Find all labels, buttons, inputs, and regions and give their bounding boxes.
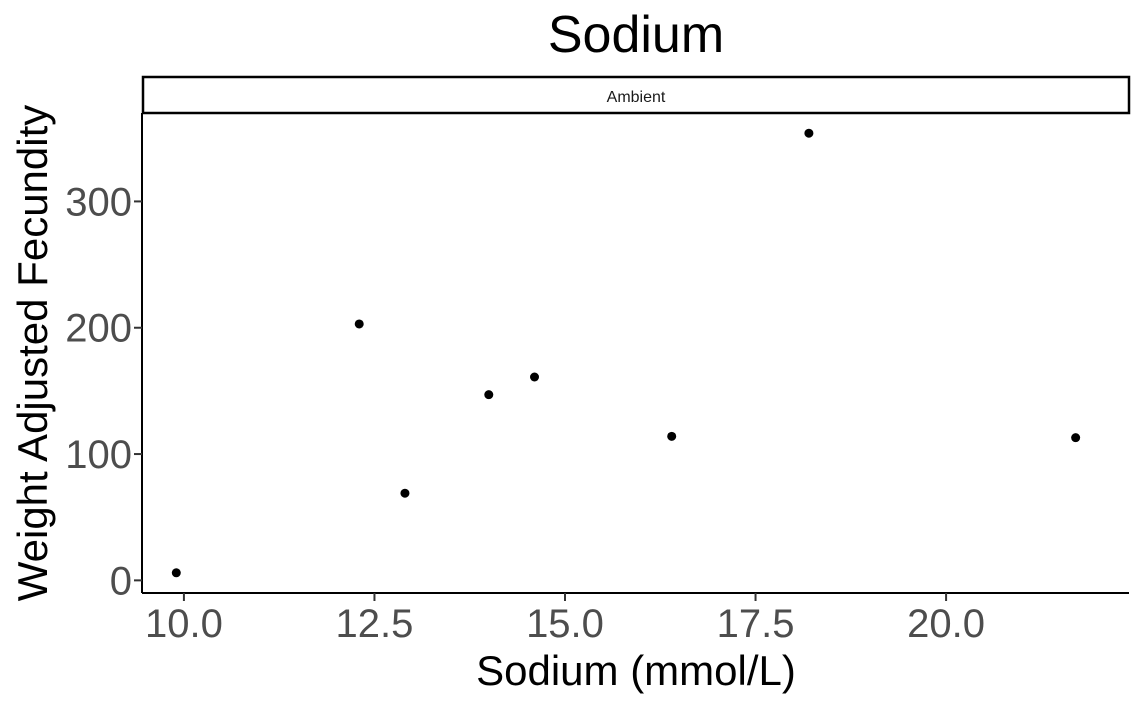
- data-point: [400, 488, 410, 498]
- x-tick-label: 17.5: [717, 602, 795, 646]
- x-axis-title: Sodium (mmol/L): [476, 647, 796, 694]
- data-point: [667, 431, 677, 441]
- data-point: [530, 372, 540, 382]
- y-axis-ticks: 0 100 200 300: [65, 180, 142, 603]
- x-tick-label: 20.0: [907, 602, 985, 646]
- y-tick-label: 0: [110, 559, 132, 603]
- y-axis-title: Weight Adjusted Fecundity: [9, 105, 56, 602]
- data-point: [1071, 433, 1081, 443]
- data-points: [171, 128, 1081, 578]
- y-tick-label: 200: [65, 307, 132, 351]
- y-tick-label: 100: [65, 433, 132, 477]
- x-tick-label: 15.0: [526, 602, 604, 646]
- facet-strip-label: Ambient: [607, 89, 666, 106]
- x-tick-label: 12.5: [336, 602, 414, 646]
- data-point: [484, 390, 494, 400]
- facet-strip: [141, 75, 1131, 115]
- x-tick-label: 10.0: [145, 602, 223, 646]
- data-point: [171, 568, 181, 578]
- data-point: [354, 319, 364, 329]
- y-tick-label: 300: [65, 180, 132, 224]
- x-axis-ticks: 10.0 12.5 15.0 17.5 20.0: [145, 593, 985, 646]
- chart-title: Sodium: [548, 6, 724, 64]
- data-point: [804, 128, 814, 138]
